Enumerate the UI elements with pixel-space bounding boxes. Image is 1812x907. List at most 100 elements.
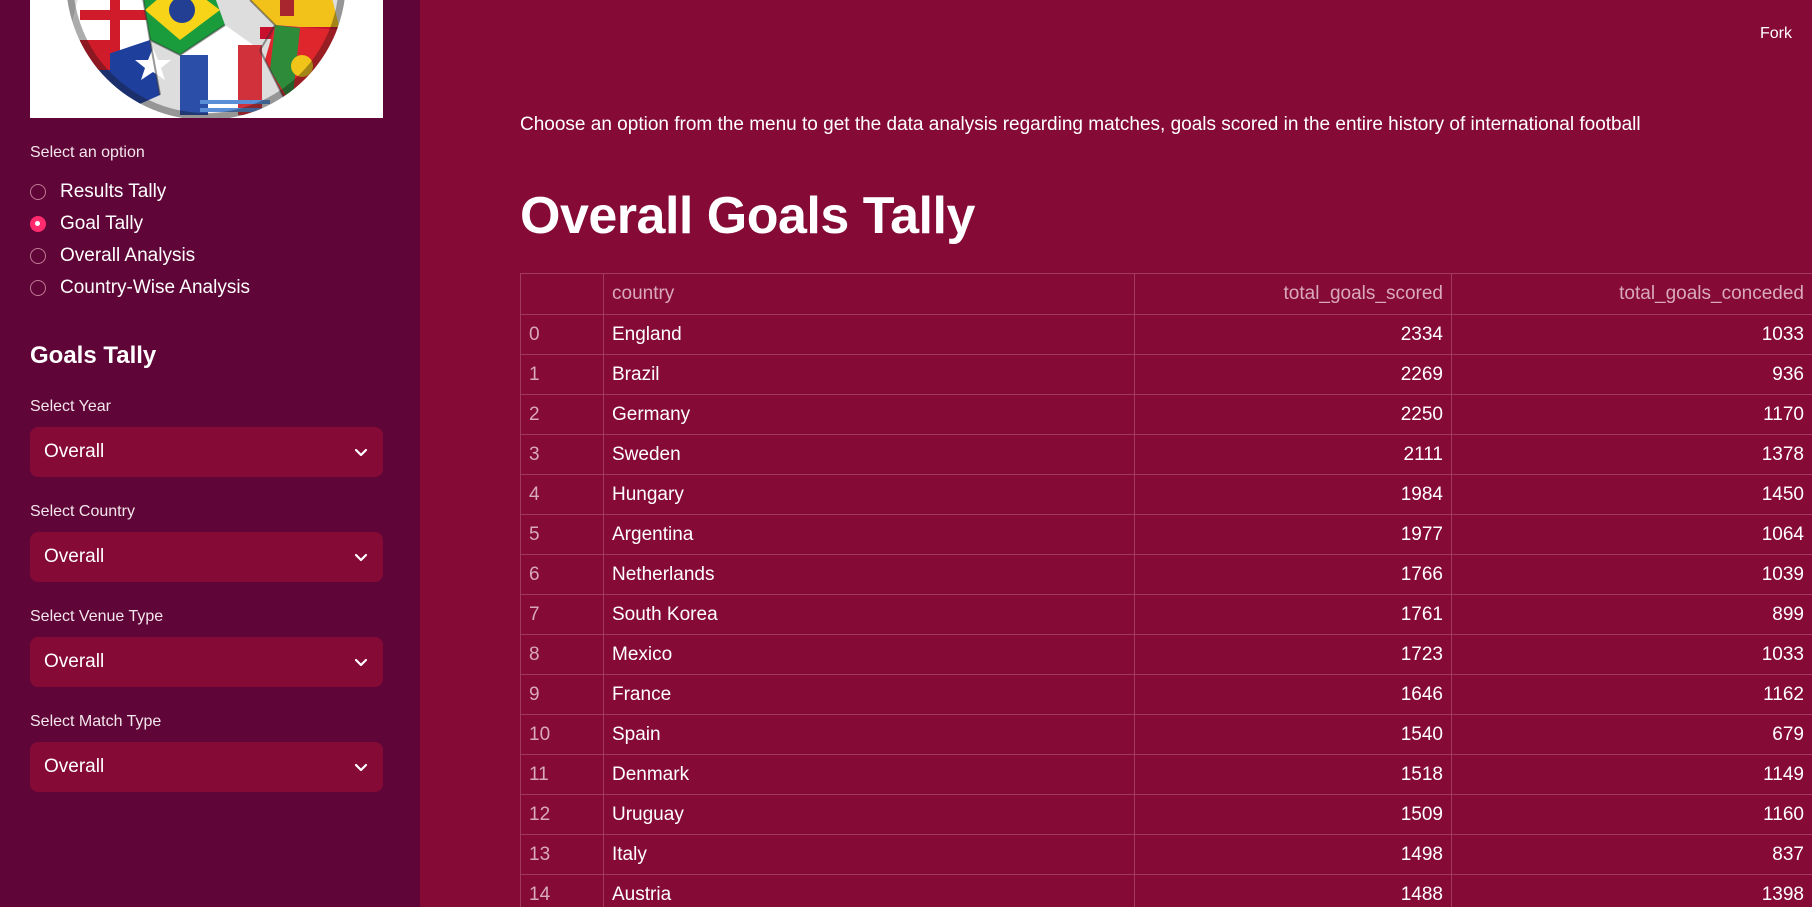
- row-index[interactable]: 2: [520, 394, 604, 435]
- column-header-index[interactable]: [520, 273, 604, 315]
- goals-scored-cell[interactable]: 1488: [1134, 874, 1452, 907]
- table-row: 13 Italy 1498 837: [520, 834, 1812, 875]
- radio-label: Results Tally: [60, 181, 167, 202]
- table-row: 14 Austria 1488 1398: [520, 874, 1812, 907]
- row-index[interactable]: 12: [520, 794, 604, 835]
- country-cell[interactable]: Uruguay: [603, 794, 1135, 835]
- table-row: 5 Argentina 1977 1064: [520, 514, 1812, 555]
- row-index[interactable]: 6: [520, 554, 604, 595]
- row-index[interactable]: 4: [520, 474, 604, 515]
- goals-scored-cell[interactable]: 1646: [1134, 674, 1452, 715]
- country-cell[interactable]: Netherlands: [603, 554, 1135, 595]
- goals-scored-cell[interactable]: 1540: [1134, 714, 1452, 755]
- table-body: 0 England 2334 1033 1 Brazil 2269 936 2 Germany 22…: [520, 314, 1812, 907]
- row-index[interactable]: 9: [520, 674, 604, 715]
- football-flags-icon: [66, 0, 346, 118]
- row-index[interactable]: 7: [520, 594, 604, 635]
- row-index[interactable]: 13: [520, 834, 604, 875]
- option-radio-group: Results Tally Goal Tally Overall Analysi…: [30, 176, 390, 304]
- country-cell[interactable]: Germany: [603, 394, 1135, 435]
- table-row: 4 Hungary 1984 1450: [520, 474, 1812, 515]
- goals-scored-cell[interactable]: 1498: [1134, 834, 1452, 875]
- radio-checked-icon[interactable]: [30, 216, 46, 232]
- table-row: 6 Netherlands 1766 1039: [520, 554, 1812, 595]
- country-cell[interactable]: France: [603, 674, 1135, 715]
- radio-unchecked-icon[interactable]: [30, 184, 46, 200]
- row-index[interactable]: 8: [520, 634, 604, 675]
- radio-label: Country-Wise Analysis: [60, 277, 251, 298]
- country-cell[interactable]: South Korea: [603, 594, 1135, 635]
- country-cell[interactable]: England: [603, 314, 1135, 355]
- goals-conceded-cell[interactable]: 1064: [1451, 514, 1812, 555]
- goals-conceded-cell[interactable]: 1170: [1451, 394, 1812, 435]
- radio-unchecked-icon[interactable]: [30, 280, 46, 296]
- chevron-down-icon: [354, 658, 368, 667]
- row-index[interactable]: 14: [520, 874, 604, 907]
- world-flags-football-image: [30, 0, 383, 118]
- goals-conceded-cell[interactable]: 899: [1451, 594, 1812, 635]
- goals-scored-cell[interactable]: 1723: [1134, 634, 1452, 675]
- row-index[interactable]: 11: [520, 754, 604, 795]
- goals-conceded-cell[interactable]: 1039: [1451, 554, 1812, 595]
- row-index[interactable]: 5: [520, 514, 604, 555]
- goals-conceded-cell[interactable]: 1033: [1451, 634, 1812, 675]
- row-index[interactable]: 3: [520, 434, 604, 475]
- select-country-label: Select Country: [30, 503, 135, 520]
- select-venue-type-dropdown[interactable]: Overall: [30, 637, 383, 687]
- radio-results-tally[interactable]: Results Tally: [30, 176, 390, 208]
- goals-conceded-cell[interactable]: 936: [1451, 354, 1812, 395]
- select-match-type-value: Overall: [44, 756, 105, 777]
- goals-scored-cell[interactable]: 2334: [1134, 314, 1452, 355]
- goals-scored-cell[interactable]: 1766: [1134, 554, 1452, 595]
- goals-conceded-cell[interactable]: 1033: [1451, 314, 1812, 355]
- radio-overall-analysis[interactable]: Overall Analysis: [30, 240, 390, 272]
- goals-conceded-cell[interactable]: 1162: [1451, 674, 1812, 715]
- row-index[interactable]: 0: [520, 314, 604, 355]
- option-label: Select an option: [30, 144, 145, 161]
- country-cell[interactable]: Sweden: [603, 434, 1135, 475]
- column-header-country[interactable]: country: [603, 273, 1135, 315]
- country-cell[interactable]: Mexico: [603, 634, 1135, 675]
- goals-scored-cell[interactable]: 2269: [1134, 354, 1452, 395]
- goals-conceded-cell[interactable]: 1450: [1451, 474, 1812, 515]
- radio-goal-tally[interactable]: Goal Tally: [30, 208, 390, 240]
- country-cell[interactable]: Hungary: [603, 474, 1135, 515]
- column-header-total-goals-scored[interactable]: total_goals_scored: [1134, 273, 1452, 315]
- country-cell[interactable]: Brazil: [603, 354, 1135, 395]
- goals-conceded-cell[interactable]: 679: [1451, 714, 1812, 755]
- table-row: 1 Brazil 2269 936: [520, 354, 1812, 395]
- goals-table[interactable]: country total_goals_scored total_goals_c…: [520, 273, 1812, 907]
- country-cell[interactable]: Denmark: [603, 754, 1135, 795]
- goals-conceded-cell[interactable]: 837: [1451, 834, 1812, 875]
- select-year-dropdown[interactable]: Overall: [30, 427, 383, 477]
- row-index[interactable]: 10: [520, 714, 604, 755]
- goals-conceded-cell[interactable]: 1398: [1451, 874, 1812, 907]
- column-header-total-goals-conceded[interactable]: total_goals_conceded: [1451, 273, 1812, 315]
- goals-scored-cell[interactable]: 1509: [1134, 794, 1452, 835]
- sidebar: Select an option Results Tally Goal Tall…: [0, 0, 420, 907]
- select-country-dropdown[interactable]: Overall: [30, 532, 383, 582]
- goals-scored-cell[interactable]: 1761: [1134, 594, 1452, 635]
- radio-unchecked-icon[interactable]: [30, 248, 46, 264]
- select-country-value: Overall: [44, 546, 105, 567]
- page-title: Overall Goals Tally: [520, 187, 975, 245]
- goals-conceded-cell[interactable]: 1378: [1451, 434, 1812, 475]
- goals-scored-cell[interactable]: 1984: [1134, 474, 1452, 515]
- country-cell[interactable]: Argentina: [603, 514, 1135, 555]
- goals-scored-cell[interactable]: 2111: [1134, 434, 1452, 475]
- radio-country-wise-analysis[interactable]: Country-Wise Analysis: [30, 272, 390, 304]
- fork-link[interactable]: Fork: [1760, 25, 1792, 42]
- select-match-type-dropdown[interactable]: Overall: [30, 742, 383, 792]
- goals-scored-cell[interactable]: 1977: [1134, 514, 1452, 555]
- country-cell[interactable]: Spain: [603, 714, 1135, 755]
- row-index[interactable]: 1: [520, 354, 604, 395]
- goals-conceded-cell[interactable]: 1149: [1451, 754, 1812, 795]
- select-match-type-label: Select Match Type: [30, 713, 162, 730]
- country-cell[interactable]: Italy: [603, 834, 1135, 875]
- select-year-value: Overall: [44, 441, 105, 462]
- goals-conceded-cell[interactable]: 1160: [1451, 794, 1812, 835]
- goals-scored-cell[interactable]: 1518: [1134, 754, 1452, 795]
- goals-scored-cell[interactable]: 2250: [1134, 394, 1452, 435]
- country-cell[interactable]: Austria: [603, 874, 1135, 907]
